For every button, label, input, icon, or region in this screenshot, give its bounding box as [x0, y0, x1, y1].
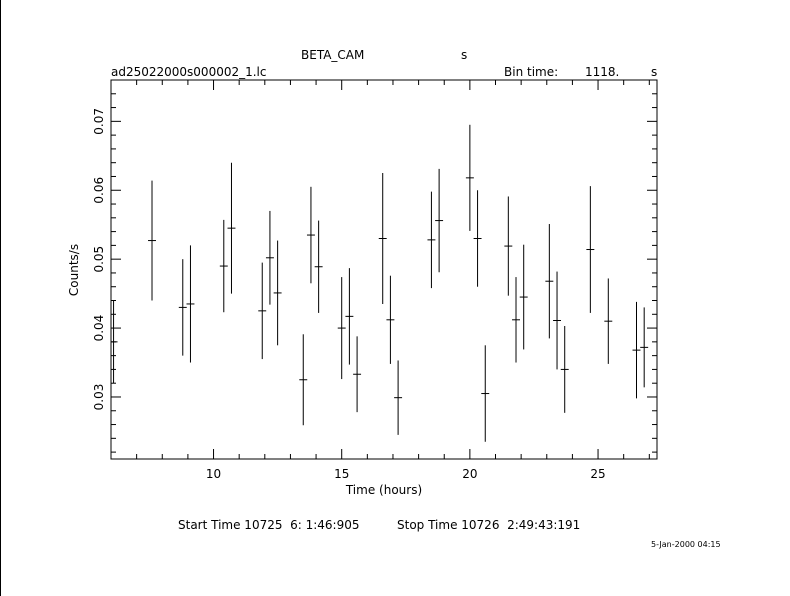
- data-point: [273, 240, 282, 346]
- bin-time-unit: s: [651, 65, 658, 79]
- x-tick-label: 25: [590, 467, 605, 481]
- data-point: [504, 196, 513, 296]
- y-axis-label: Counts/s: [67, 244, 81, 296]
- data-point: [519, 244, 528, 350]
- data-point: [604, 278, 613, 364]
- stop-time-label: Stop Time 10726 2:49:43:191: [397, 518, 581, 532]
- data-point: [553, 271, 562, 370]
- plot-frame: [110, 79, 658, 460]
- x-tick-label: 15: [334, 467, 349, 481]
- data-point: [640, 307, 649, 388]
- data-point: [186, 245, 195, 363]
- y-axis-ticks: 0.03 0.04 0.05 0.06 0.07: [92, 79, 657, 453]
- plot-timestamp: 5-Jan-2000 04:15: [651, 540, 721, 549]
- data-point: [258, 262, 267, 360]
- y-tick-label: 0.06: [92, 177, 106, 204]
- data-point: [394, 360, 403, 435]
- data-point: [345, 268, 354, 365]
- data-point: [465, 124, 474, 231]
- start-time-label: Start Time 10725 6: 1:46:905: [178, 518, 360, 532]
- instrument-unit: s: [461, 48, 468, 62]
- data-point: [386, 275, 395, 364]
- x-axis-ticks: 10 15 20 25: [110, 80, 650, 481]
- data-point: [378, 173, 387, 304]
- x-tick-label: 10: [206, 467, 221, 481]
- data-point: [481, 345, 490, 442]
- data-point: [353, 336, 362, 413]
- y-tick-label: 0.04: [92, 315, 106, 342]
- data-point: [512, 277, 520, 363]
- y-tick-label: 0.03: [92, 384, 106, 411]
- data-point: [632, 301, 641, 399]
- data-point: [227, 162, 236, 294]
- data-point: [337, 277, 346, 380]
- data-point: [314, 220, 323, 313]
- data-point: [560, 326, 569, 413]
- data-point: [299, 334, 308, 426]
- x-axis-label: Time (hours): [345, 483, 422, 497]
- data-points: [111, 124, 649, 442]
- data-point: [219, 219, 228, 313]
- data-point: [178, 259, 187, 356]
- data-point: [111, 300, 118, 384]
- data-point: [586, 186, 595, 313]
- filename-label: ad25022000s000002_1.lc: [111, 65, 267, 79]
- data-point: [306, 186, 315, 284]
- data-point: [265, 210, 274, 305]
- data-point: [148, 180, 156, 301]
- y-tick-label: 0.07: [92, 108, 106, 135]
- bin-time-label: Bin time:: [504, 65, 559, 79]
- bin-time-value: 1118.: [585, 65, 620, 79]
- data-point: [545, 224, 554, 339]
- data-point: [473, 190, 482, 287]
- window-left-border: [0, 0, 1, 596]
- instrument-title: BETA_CAM: [301, 48, 365, 62]
- data-point: [435, 168, 444, 273]
- data-point: [427, 191, 436, 289]
- y-tick-label: 0.05: [92, 246, 106, 273]
- x-tick-label: 20: [462, 467, 477, 481]
